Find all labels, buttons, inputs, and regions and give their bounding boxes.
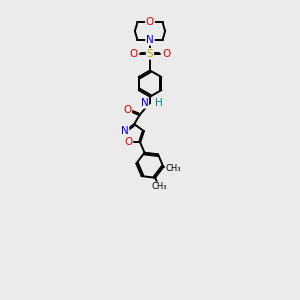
- Text: N: N: [140, 98, 148, 108]
- Text: O: O: [146, 17, 154, 27]
- Text: H: H: [155, 98, 163, 108]
- Text: CH₃: CH₃: [151, 182, 167, 191]
- Text: N: N: [146, 35, 154, 45]
- Text: O: O: [124, 137, 132, 148]
- Text: S: S: [147, 49, 153, 59]
- Text: O: O: [162, 49, 170, 59]
- Text: O: O: [123, 105, 131, 115]
- Text: CH₃: CH₃: [165, 164, 181, 172]
- Text: N: N: [121, 126, 128, 136]
- Text: O: O: [130, 49, 138, 59]
